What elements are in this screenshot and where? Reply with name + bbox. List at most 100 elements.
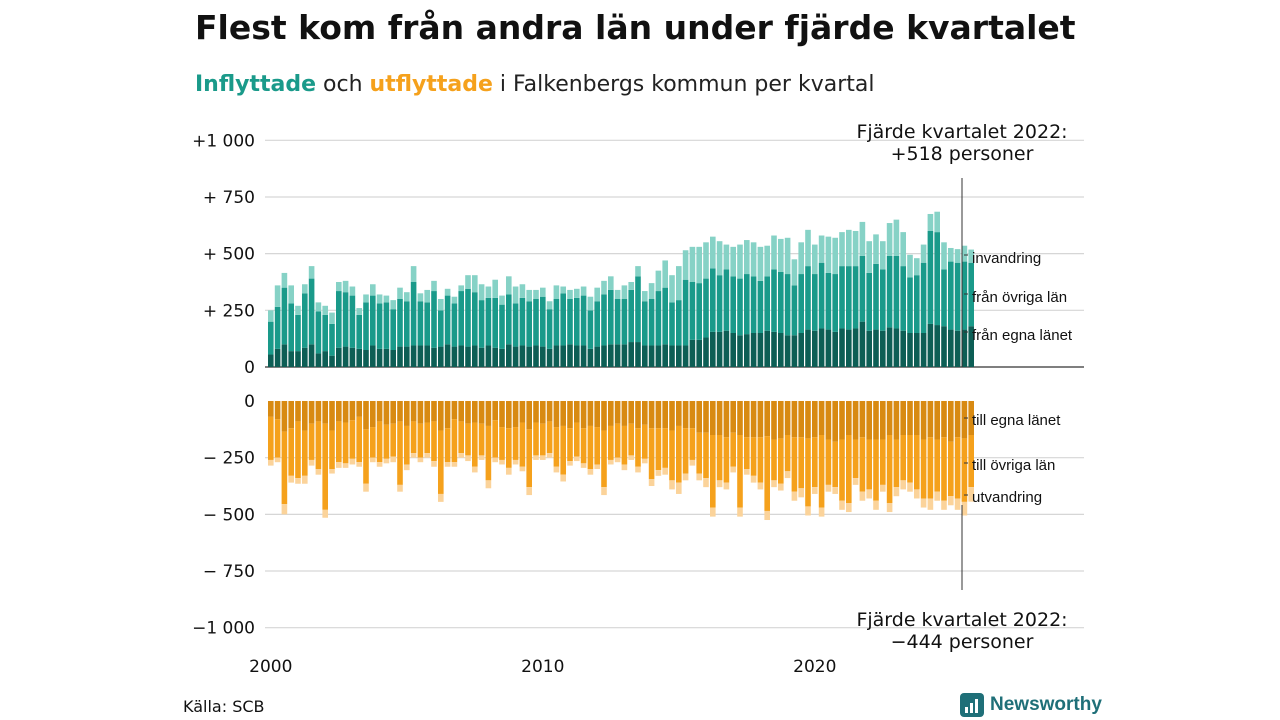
bar-in-immig <box>383 295 390 303</box>
bar-in-other <box>485 297 492 346</box>
bar-in-other <box>478 300 485 348</box>
bar-out-emig <box>812 487 818 494</box>
bar-out-other <box>696 432 702 474</box>
bar-in-other <box>526 301 532 347</box>
bar-out-emig <box>329 469 335 474</box>
bar-in-immig <box>472 275 478 293</box>
bar-out-own <box>329 401 335 431</box>
bar-in-other <box>818 262 825 329</box>
bar-in-own <box>682 345 689 367</box>
top-y-tick-label: + 750 <box>203 188 255 208</box>
bar-out-emig <box>478 455 485 460</box>
top-y-tick-label: 0 <box>244 358 255 378</box>
bar-in-other <box>472 292 478 346</box>
bar-out-other <box>893 439 900 488</box>
bar-in-other <box>873 263 879 330</box>
bar-in-own <box>356 348 362 367</box>
bar-out-other <box>512 427 519 460</box>
bar-in-other <box>859 255 866 322</box>
bar-in-own <box>689 339 696 367</box>
bar-out-emig <box>750 475 757 483</box>
bar-out-other <box>315 421 322 470</box>
bar-out-emig <box>431 461 437 467</box>
source-note: Källa: SCB <box>183 697 265 716</box>
bar-out-emig <box>567 461 573 466</box>
bar-out-emig <box>961 501 968 516</box>
bar-out-emig <box>914 489 920 499</box>
bar-in-other <box>370 295 376 346</box>
bar-out-own <box>880 401 886 440</box>
bar-out-own <box>812 401 818 438</box>
bar-out-own <box>927 401 934 438</box>
bar-in-other <box>302 293 308 348</box>
bar-in-other <box>451 303 458 347</box>
bar-out-emig <box>852 478 859 485</box>
bar-in-immig <box>744 240 750 275</box>
bar-in-immig <box>431 280 437 292</box>
bar-in-own <box>567 344 573 367</box>
bar-in-own <box>723 330 730 367</box>
bar-in-own <box>322 351 328 367</box>
bar-out-other <box>281 431 288 505</box>
bar-in-own <box>778 332 784 367</box>
bar-out-emig <box>846 503 852 513</box>
bar-in-own <box>941 326 947 367</box>
bar-out-emig <box>907 482 913 492</box>
bar-out-other <box>805 438 811 507</box>
bar-out-other <box>322 423 328 510</box>
bar-in-other <box>553 298 560 346</box>
bar-in-other <box>383 302 390 349</box>
bar-in-immig <box>886 223 893 256</box>
bar-in-other <box>635 276 641 343</box>
bar-in-immig <box>288 285 294 304</box>
bar-out-own <box>410 401 417 422</box>
bar-out-emig <box>771 480 777 488</box>
bottom-annotation-value: −444 personer <box>891 631 1034 653</box>
bar-out-own <box>716 401 723 436</box>
bar-out-emig <box>533 455 539 460</box>
subtitle: Inflyttade och utflyttade i Falkenbergs … <box>195 72 874 97</box>
bar-in-immig <box>370 284 376 296</box>
top-y-tick-label: + 500 <box>203 245 255 265</box>
bar-in-other <box>669 302 675 346</box>
bar-in-other <box>390 309 396 350</box>
bar-in-immig <box>900 232 906 267</box>
bar-out-own <box>302 401 308 431</box>
bar-out-emig <box>540 455 546 460</box>
bar-out-other <box>444 428 451 463</box>
subtitle-och: och <box>316 72 370 97</box>
bar-in-own <box>431 347 437 367</box>
bar-in-other <box>839 266 845 329</box>
brand-logo: Newsworthy <box>960 693 1102 717</box>
bar-out-own <box>268 401 274 417</box>
bar-out-own <box>968 401 974 436</box>
bar-out-other <box>614 423 621 458</box>
bar-out-own <box>941 401 947 438</box>
bar-in-other <box>805 266 811 330</box>
bar-out-emig <box>519 466 526 472</box>
bar-in-own <box>288 351 294 367</box>
bar-out-own <box>961 401 968 439</box>
bar-in-other <box>308 278 315 345</box>
bar-out-other <box>744 437 750 470</box>
bar-out-other <box>716 435 723 481</box>
bar-in-other <box>580 295 587 346</box>
bar-out-own <box>723 401 730 438</box>
bar-out-own <box>703 401 709 433</box>
bar-out-emig <box>703 478 709 488</box>
bar-out-own <box>288 401 294 429</box>
bar-in-other <box>710 268 716 332</box>
bar-out-own <box>784 401 791 436</box>
bar-out-own <box>893 401 900 440</box>
bar-out-emig <box>628 455 634 460</box>
bar-out-other <box>268 416 274 460</box>
bar-out-own <box>404 401 410 426</box>
bar-out-own <box>852 401 859 440</box>
bar-out-other <box>404 425 410 465</box>
bar-in-other <box>424 302 430 346</box>
bar-in-other <box>900 266 906 331</box>
bar-in-immig <box>907 254 913 278</box>
bar-in-own <box>438 346 444 367</box>
bar-out-other <box>954 437 961 499</box>
bar-in-other <box>778 271 784 333</box>
